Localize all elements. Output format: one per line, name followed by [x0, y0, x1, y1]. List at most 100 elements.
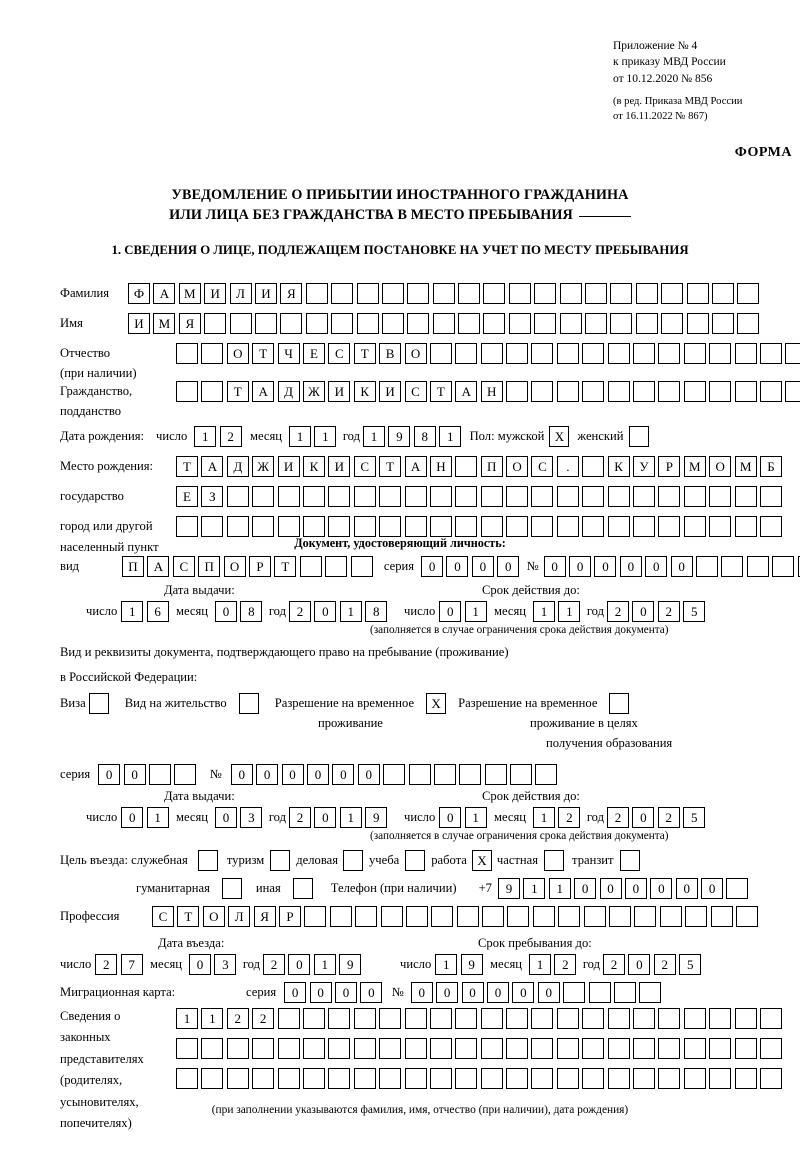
- char-cell[interactable]: Т: [429, 381, 452, 402]
- char-cell[interactable]: О: [404, 343, 427, 364]
- char-cell[interactable]: 0: [497, 556, 520, 577]
- char-cell[interactable]: Я: [178, 313, 201, 334]
- char-cell[interactable]: 0: [439, 807, 462, 828]
- char-cell[interactable]: [683, 343, 706, 364]
- char-cell[interactable]: [709, 343, 732, 364]
- char-cell[interactable]: [176, 1068, 198, 1089]
- char-cell[interactable]: [176, 516, 198, 537]
- char-cell[interactable]: 2: [558, 807, 581, 828]
- char-cell[interactable]: [759, 516, 782, 537]
- char-cell[interactable]: 0: [215, 807, 238, 828]
- char-cell[interactable]: [226, 1038, 249, 1059]
- char-cell[interactable]: [455, 456, 478, 477]
- sex-male-checkbox[interactable]: X: [549, 426, 570, 447]
- char-cell[interactable]: 2: [263, 954, 286, 975]
- char-cell[interactable]: [455, 1038, 478, 1059]
- char-cell[interactable]: 0: [645, 556, 668, 577]
- char-cell[interactable]: [484, 764, 507, 785]
- char-cell[interactable]: [709, 486, 732, 507]
- char-cell[interactable]: [711, 313, 734, 334]
- char-cell[interactable]: [328, 516, 351, 537]
- char-cell[interactable]: [302, 486, 325, 507]
- char-cell[interactable]: М: [153, 313, 176, 334]
- char-cell[interactable]: [353, 516, 376, 537]
- char-cell[interactable]: [506, 343, 529, 364]
- char-cell[interactable]: Р: [248, 556, 271, 577]
- char-cell[interactable]: В: [379, 343, 402, 364]
- char-cell[interactable]: [507, 906, 530, 927]
- char-cell[interactable]: [588, 982, 611, 1003]
- char-cell[interactable]: 0: [189, 954, 212, 975]
- char-cell[interactable]: [709, 1008, 732, 1029]
- char-cell[interactable]: [280, 313, 303, 334]
- char-cell[interactable]: [455, 1008, 478, 1029]
- char-cell[interactable]: И: [204, 283, 227, 304]
- char-cell[interactable]: [429, 1068, 452, 1089]
- char-cell[interactable]: [331, 283, 354, 304]
- char-cell[interactable]: [328, 1008, 351, 1029]
- char-cell[interactable]: [607, 1008, 630, 1029]
- char-cell[interactable]: [379, 1068, 402, 1089]
- char-cell[interactable]: [433, 764, 456, 785]
- char-cell[interactable]: М: [178, 283, 201, 304]
- char-cell[interactable]: [302, 1068, 325, 1089]
- char-cell[interactable]: Е: [302, 343, 325, 364]
- char-cell[interactable]: [506, 486, 529, 507]
- char-cell[interactable]: [734, 516, 757, 537]
- char-cell[interactable]: [277, 1038, 300, 1059]
- char-cell[interactable]: [683, 1038, 706, 1059]
- char-cell[interactable]: 0: [574, 878, 597, 899]
- char-cell[interactable]: [455, 1068, 478, 1089]
- char-cell[interactable]: 2: [653, 954, 676, 975]
- char-cell[interactable]: [405, 906, 428, 927]
- purpose-tourism-checkbox[interactable]: [270, 850, 291, 871]
- char-cell[interactable]: [252, 516, 275, 537]
- char-cell[interactable]: [582, 1008, 605, 1029]
- char-cell[interactable]: [277, 516, 300, 537]
- char-cell[interactable]: 0: [446, 556, 469, 577]
- char-cell[interactable]: [458, 283, 481, 304]
- char-cell[interactable]: Л: [229, 283, 252, 304]
- char-cell[interactable]: Ж: [302, 381, 325, 402]
- char-cell[interactable]: [585, 283, 608, 304]
- char-cell[interactable]: 9: [497, 878, 520, 899]
- char-cell[interactable]: [661, 313, 684, 334]
- char-cell[interactable]: И: [277, 456, 300, 477]
- char-cell[interactable]: [429, 1008, 452, 1029]
- char-cell[interactable]: [582, 1068, 605, 1089]
- char-cell[interactable]: [585, 313, 608, 334]
- char-cell[interactable]: 0: [288, 954, 311, 975]
- char-cell[interactable]: Т: [379, 456, 402, 477]
- char-cell[interactable]: О: [202, 906, 225, 927]
- legal-cells-2[interactable]: [176, 1038, 785, 1059]
- char-cell[interactable]: [683, 1068, 706, 1089]
- char-cell[interactable]: [658, 1038, 681, 1059]
- char-cell[interactable]: [635, 313, 658, 334]
- char-cell[interactable]: [556, 516, 579, 537]
- char-cell[interactable]: [759, 343, 782, 364]
- char-cell[interactable]: [759, 486, 782, 507]
- birthplace-cells-3[interactable]: [176, 516, 785, 537]
- char-cell[interactable]: [480, 1038, 503, 1059]
- char-cell[interactable]: [353, 1068, 376, 1089]
- visa-checkbox[interactable]: [88, 693, 109, 714]
- char-cell[interactable]: [556, 343, 579, 364]
- purpose-official-checkbox[interactable]: [197, 850, 218, 871]
- char-cell[interactable]: [407, 313, 430, 334]
- char-cell[interactable]: 0: [471, 556, 494, 577]
- char-cell[interactable]: Я: [280, 283, 303, 304]
- char-cell[interactable]: 1: [146, 807, 169, 828]
- purpose-humanitarian-checkbox[interactable]: [221, 878, 242, 899]
- char-cell[interactable]: С: [353, 456, 376, 477]
- char-cell[interactable]: 1: [533, 807, 556, 828]
- char-cell[interactable]: [607, 1068, 630, 1089]
